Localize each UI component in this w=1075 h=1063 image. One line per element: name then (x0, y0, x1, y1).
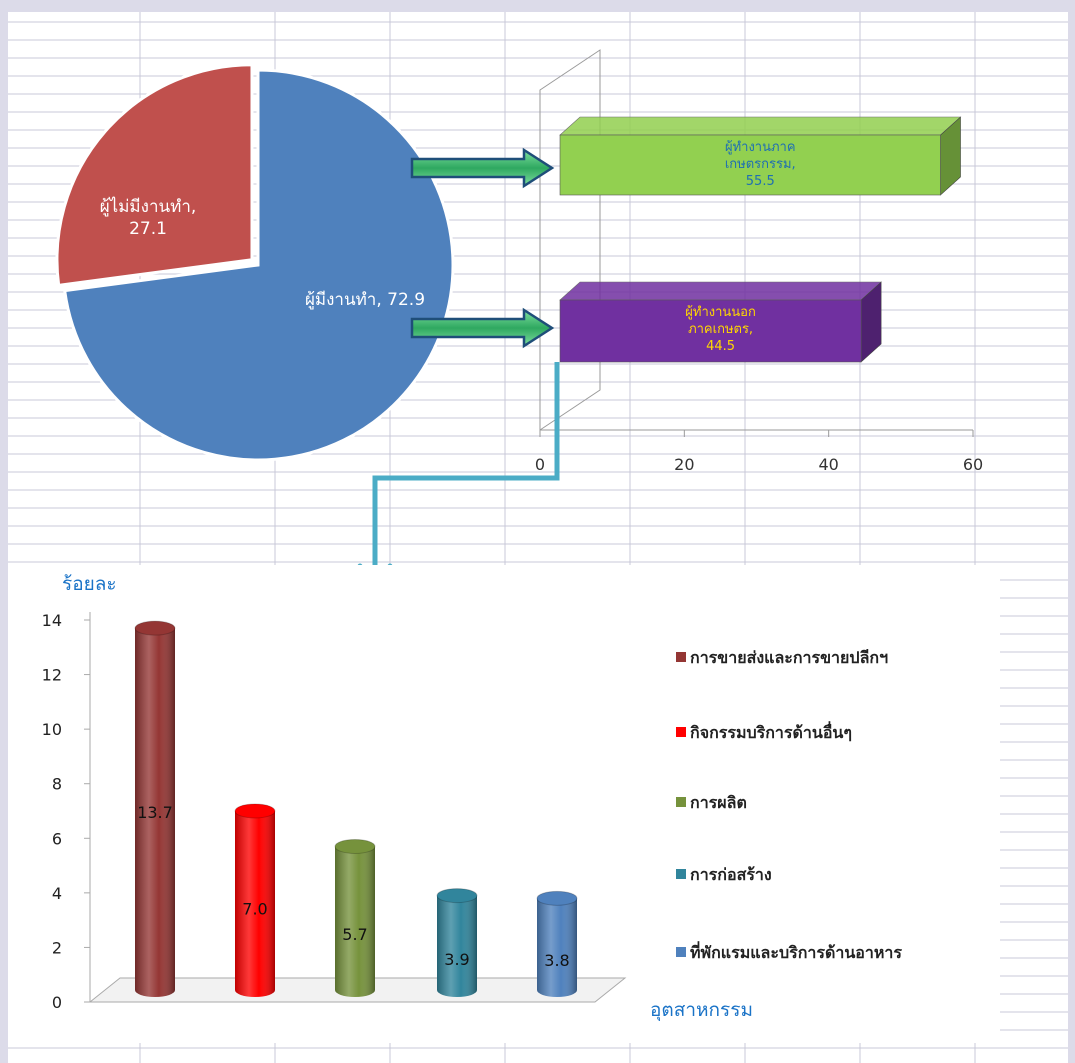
legend-swatch (676, 869, 686, 879)
column-bar-shade (437, 895, 477, 997)
arrow-to-agriculture (410, 147, 555, 189)
pie-slice-unemployed (55, 63, 254, 288)
hbar-bar-top (559, 281, 882, 301)
column-data-label: 3.9 (444, 950, 469, 969)
hbar-bar-non-agriculture (559, 299, 862, 363)
legend-label: กิจกรรมบริการด้านอื่นๆ (690, 721, 852, 742)
column-y-tick-label: 4 (52, 884, 62, 903)
legend-item: การขายส่งและการขายปลีกฯ (676, 648, 888, 667)
pie-label-unemployed-line1: ผู้ไม่มีงานทำ, (100, 196, 197, 217)
pie-label-employed: ผู้มีงานทำ, 72.9 (305, 290, 425, 310)
legend-label: การขายส่งและการขายปลีกฯ (690, 648, 888, 667)
legend-label: ที่พักแรมและบริการด้านอาหาร (690, 941, 902, 962)
column-y-tick-label: 10 (42, 720, 62, 739)
hbar-bar-side-shade (861, 282, 882, 362)
hbar-tick-label: 40 (818, 455, 838, 474)
column-bar-cap (536, 890, 578, 906)
column-bar-shade (135, 628, 175, 997)
column-bar-shade (235, 811, 275, 997)
legend-item: ที่พักแรมและบริการด้านอาหาร (676, 941, 902, 962)
column-bar (234, 803, 276, 997)
column-data-label: 3.8 (544, 951, 569, 970)
hbar-side-wall (539, 49, 601, 431)
legend-item: การผลิต (676, 793, 747, 812)
legend-item: การก่อสร้าง (676, 865, 772, 884)
hbar-tick-label: 60 (963, 455, 983, 474)
column-bar-cap (134, 620, 176, 636)
column-bar (536, 890, 578, 997)
hbar-data-label: 55.5 (746, 174, 775, 189)
connector-line (372, 362, 560, 578)
column-bar-shade (335, 846, 375, 997)
hbar-bar-side-shade (940, 117, 961, 195)
column-y-tick-label: 0 (52, 993, 62, 1012)
column-x-axis-title: อุตสาหกรรม (650, 999, 753, 1022)
column-data-label: 7.0 (242, 900, 267, 919)
hbar-data-label: ผู้ทำงานภาค (725, 140, 796, 155)
legend-swatch (676, 652, 686, 662)
column-bar-cap (234, 803, 276, 819)
column-data-label: 5.7 (342, 925, 367, 944)
pie-slice-employed (63, 68, 455, 462)
column-bar (436, 888, 478, 997)
column-y-tick-label: 14 (42, 611, 62, 630)
legend-label: การก่อสร้าง (690, 865, 772, 884)
hbar-tick-label: 20 (674, 455, 694, 474)
pie-label-unemployed-line2: 27.1 (129, 219, 167, 239)
hbar-data-label: 44.5 (706, 339, 735, 354)
hbar-data-label: เกษตรกรรม, (725, 157, 796, 172)
hbar-bar-agriculture (559, 134, 941, 196)
column-y-tick-label: 8 (52, 775, 62, 794)
column-bar-shade (537, 898, 577, 997)
column-bar-cap (334, 838, 376, 854)
column-y-tick-label: 2 (52, 938, 62, 957)
hbar-bar-top (559, 116, 962, 136)
column-data-label: 13.7 (137, 803, 173, 822)
hbar-data-label: ภาคเกษตร, (688, 322, 753, 337)
column-y-tick-label: 12 (42, 666, 62, 685)
column-y-tick-label: 6 (52, 829, 62, 848)
legend-label: การผลิต (690, 793, 747, 812)
employment-pie-chart: ผู้มีงานทำ, 72.9 ผู้ไม่มีงานทำ,27.1 (55, 63, 455, 462)
column-bar-cap (436, 888, 478, 904)
legend-swatch (676, 947, 686, 957)
column-y-axis-title: ร้อยละ (62, 573, 117, 595)
legend-swatch (676, 797, 686, 807)
column-bar (134, 620, 176, 997)
column-bar (334, 838, 376, 997)
hbar-data-label: ผู้ทำงานนอก (685, 305, 756, 320)
arrow-to-non-agriculture (410, 307, 555, 349)
legend-swatch (676, 727, 686, 737)
legend-item: กิจกรรมบริการด้านอื่นๆ (676, 721, 852, 742)
hbar-tick-label: 0 (535, 455, 545, 474)
